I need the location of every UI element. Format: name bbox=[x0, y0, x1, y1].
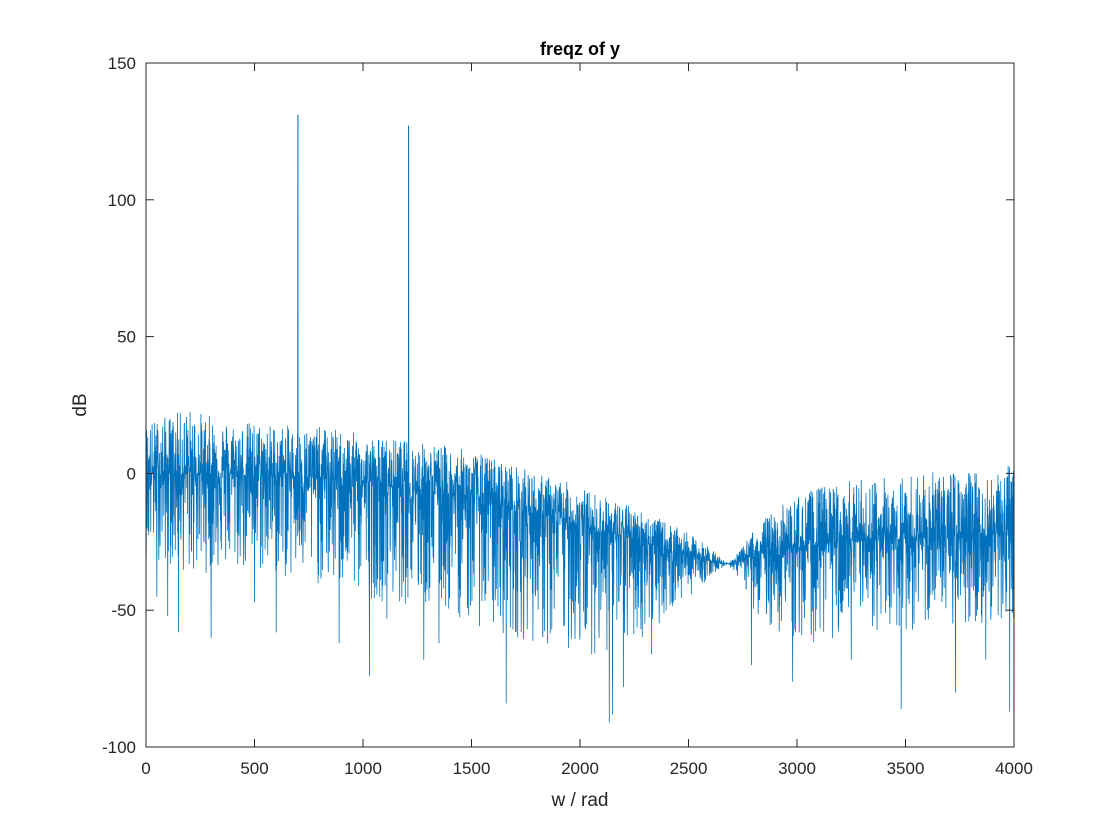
x-tick-label: 0 bbox=[141, 759, 150, 778]
y-tick-label: 0 bbox=[127, 464, 136, 483]
y-tick-label: 150 bbox=[108, 54, 136, 73]
x-tick-label: 3000 bbox=[778, 759, 816, 778]
y-axis-label: dB bbox=[70, 393, 91, 416]
x-tick-label: 3500 bbox=[887, 759, 925, 778]
x-tick-label: 2000 bbox=[561, 759, 599, 778]
x-tick-label: 4000 bbox=[995, 759, 1033, 778]
x-tick-label: 1500 bbox=[453, 759, 491, 778]
series-line bbox=[145, 114, 1015, 723]
x-axis-label: w / rad bbox=[550, 790, 608, 811]
y-tick-label: -50 bbox=[111, 601, 136, 620]
y-axis-ticks: -100 -50 0 50 100 150 bbox=[102, 54, 1014, 757]
y-tick-label: 100 bbox=[108, 191, 136, 210]
x-tick-label: 2500 bbox=[670, 759, 708, 778]
x-axis-ticks: 0 500 1000 1500 2000 2500 3000 3500 4000 bbox=[141, 63, 1033, 778]
x-tick-label: 1000 bbox=[344, 759, 382, 778]
series-layer bbox=[145, 114, 1015, 723]
plot-area bbox=[146, 63, 1014, 747]
chart-title: freqz of y bbox=[540, 39, 620, 59]
y-tick-label: -100 bbox=[102, 738, 136, 757]
x-tick-label: 500 bbox=[240, 759, 268, 778]
y-tick-label: 50 bbox=[117, 328, 136, 347]
